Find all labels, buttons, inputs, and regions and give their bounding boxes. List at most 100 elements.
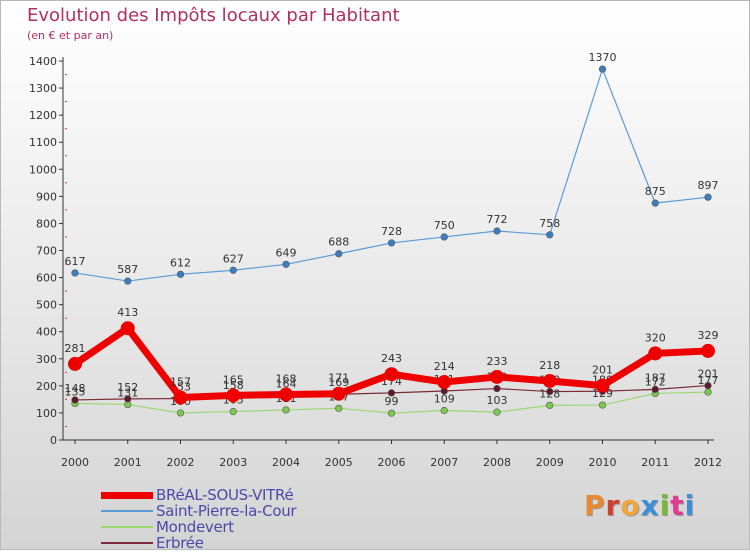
data-point-saint-pierre-la-cour bbox=[229, 266, 237, 274]
y-tick-label: 400 bbox=[36, 326, 57, 339]
data-point-br-al-sous-vitr- bbox=[173, 390, 188, 405]
data-point-mondevert bbox=[546, 401, 554, 409]
data-label-br-al-sous-vitr-: 171 bbox=[328, 372, 349, 385]
data-label-mondevert: 99 bbox=[385, 395, 399, 408]
y-tick-label: 800 bbox=[36, 217, 57, 230]
x-tick-label: 2007 bbox=[430, 456, 458, 469]
x-tick-label: 2002 bbox=[167, 456, 195, 469]
data-label-erbr-e: 152 bbox=[117, 381, 138, 394]
x-tick-label: 2005 bbox=[325, 456, 353, 469]
proxiti-logo: Proxiti bbox=[584, 489, 695, 522]
data-label-mondevert: 103 bbox=[487, 394, 508, 407]
y-tick-label: 100 bbox=[36, 407, 57, 420]
data-label-br-al-sous-vitr-: 233 bbox=[487, 355, 508, 368]
x-tick-label: 2003 bbox=[219, 456, 247, 469]
data-label-erbr-e: 158 bbox=[223, 379, 244, 392]
data-label-br-al-sous-vitr-: 214 bbox=[434, 360, 455, 373]
data-point-saint-pierre-la-cour bbox=[651, 199, 659, 207]
x-tick-label: 2011 bbox=[641, 456, 669, 469]
data-label-br-al-sous-vitr-: 218 bbox=[539, 359, 560, 372]
data-label-br-al-sous-vitr-: 329 bbox=[698, 329, 719, 342]
y-tick-label: 0 bbox=[50, 434, 57, 447]
legend-swatch bbox=[101, 526, 153, 528]
data-point-saint-pierre-la-cour bbox=[71, 269, 79, 277]
y-tick-label: 1200 bbox=[29, 109, 57, 122]
logo-letter: t bbox=[670, 489, 685, 522]
data-label-saint-pierre-la-cour: 627 bbox=[223, 252, 244, 265]
chart-subtitle: (en € et par an) bbox=[27, 29, 114, 42]
data-label-saint-pierre-la-cour: 612 bbox=[170, 256, 191, 269]
data-label-saint-pierre-la-cour: 875 bbox=[645, 185, 666, 198]
legend-swatch bbox=[101, 491, 153, 499]
x-tick-label: 2010 bbox=[589, 456, 617, 469]
data-point-saint-pierre-la-cour bbox=[546, 231, 554, 239]
x-tick-label: 2001 bbox=[114, 456, 142, 469]
y-tick-label: 500 bbox=[36, 299, 57, 312]
data-point-saint-pierre-la-cour bbox=[335, 250, 343, 258]
data-point-br-al-sous-vitr- bbox=[595, 378, 610, 393]
data-point-saint-pierre-la-cour bbox=[598, 65, 607, 73]
data-point-br-al-sous-vitr- bbox=[120, 321, 135, 336]
data-label-saint-pierre-la-cour: 649 bbox=[276, 246, 297, 259]
data-label-saint-pierre-la-cour: 728 bbox=[381, 225, 402, 238]
y-tick-label: 600 bbox=[36, 272, 57, 285]
data-point-br-al-sous-vitr- bbox=[331, 386, 346, 401]
data-label-mondevert: 131 bbox=[117, 387, 138, 400]
data-point-mondevert bbox=[282, 406, 290, 414]
x-tick-label: 2004 bbox=[272, 456, 300, 469]
data-point-saint-pierre-la-cour bbox=[704, 193, 712, 201]
data-label-br-al-sous-vitr-: 243 bbox=[381, 352, 402, 365]
data-label-saint-pierre-la-cour: 587 bbox=[117, 263, 138, 276]
x-tick-label: 2006 bbox=[378, 456, 406, 469]
data-point-mondevert bbox=[493, 408, 501, 416]
data-label-saint-pierre-la-cour: 750 bbox=[434, 219, 455, 232]
data-label-erbr-e: 201 bbox=[698, 368, 719, 381]
y-tick-label: 1000 bbox=[29, 163, 57, 176]
x-tick-label: 2009 bbox=[536, 456, 564, 469]
y-tick-label: 300 bbox=[36, 353, 57, 366]
data-point-saint-pierre-la-cour bbox=[124, 277, 132, 285]
data-point-mondevert bbox=[704, 388, 712, 396]
data-point-mondevert bbox=[229, 407, 237, 416]
legend-label: Mondevert bbox=[156, 518, 234, 536]
x-tick-label: 2012 bbox=[694, 456, 722, 469]
data-point-erbr-e bbox=[546, 387, 554, 396]
logo-letter: i bbox=[659, 489, 671, 522]
data-point-br-al-sous-vitr- bbox=[490, 369, 504, 384]
data-point-mondevert bbox=[440, 406, 448, 415]
data-point-saint-pierre-la-cour bbox=[440, 233, 448, 241]
data-point-saint-pierre-la-cour bbox=[493, 227, 501, 235]
data-point-br-al-sous-vitr- bbox=[701, 343, 715, 358]
logo-letter: o bbox=[620, 489, 641, 522]
data-point-br-al-sous-vitr- bbox=[384, 367, 399, 382]
data-label-saint-pierre-la-cour: 688 bbox=[328, 236, 349, 249]
x-tick-label: 2008 bbox=[483, 456, 511, 469]
legend-label: Saint-Pierre-la-Cour bbox=[156, 502, 297, 520]
x-tick-label: 2000 bbox=[61, 456, 89, 469]
data-point-erbr-e bbox=[387, 389, 396, 397]
data-point-saint-pierre-la-cour bbox=[176, 270, 185, 278]
logo-letter: x bbox=[640, 489, 660, 522]
data-point-erbr-e bbox=[651, 385, 659, 393]
data-label-saint-pierre-la-cour: 897 bbox=[698, 179, 719, 192]
data-point-mondevert bbox=[598, 401, 607, 409]
data-point-br-al-sous-vitr- bbox=[226, 388, 241, 403]
data-point-saint-pierre-la-cour bbox=[387, 239, 396, 247]
data-label-saint-pierre-la-cour: 772 bbox=[487, 213, 508, 226]
data-label-mondevert: 109 bbox=[434, 392, 455, 405]
logo-letter: P bbox=[584, 489, 606, 522]
data-label-br-al-sous-vitr-: 157 bbox=[170, 375, 191, 388]
y-tick-label: 700 bbox=[36, 245, 57, 258]
data-label-br-al-sous-vitr-: 320 bbox=[645, 331, 666, 344]
data-point-br-al-sous-vitr- bbox=[648, 346, 663, 361]
series-line-saint-pierre-la-cour bbox=[74, 68, 709, 282]
data-point-erbr-e bbox=[704, 381, 712, 390]
y-tick-label: 900 bbox=[36, 190, 57, 203]
y-tick-label: 1400 bbox=[29, 55, 57, 68]
data-label-br-al-sous-vitr-: 413 bbox=[117, 306, 138, 319]
data-point-saint-pierre-la-cour bbox=[282, 260, 290, 268]
logo-letter: r bbox=[605, 489, 621, 522]
data-label-erbr-e: 164 bbox=[276, 378, 297, 391]
